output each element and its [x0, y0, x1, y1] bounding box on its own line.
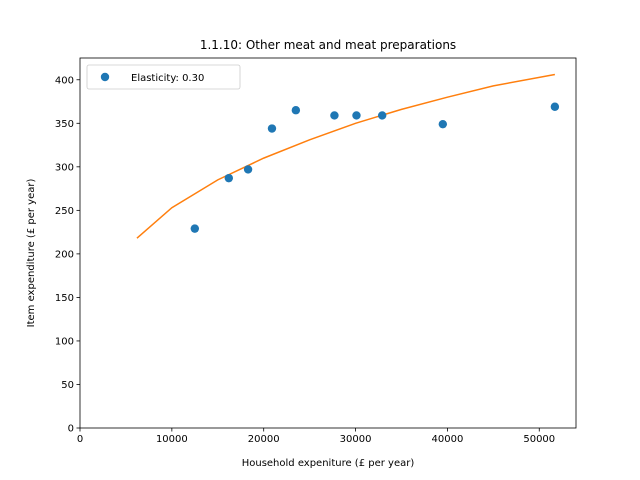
y-tick-label: 400: [55, 75, 74, 86]
legend-label: Elasticity: 0.30: [131, 73, 204, 84]
x-axis-label: Household expeniture (£ per year): [242, 458, 415, 469]
axes-background: [80, 58, 576, 428]
y-tick-label: 0: [68, 424, 74, 435]
y-tick-label: 250: [55, 206, 74, 217]
x-tick-label: 30000: [340, 434, 372, 445]
x-tick-label: 0: [77, 434, 83, 445]
legend-marker: [100, 72, 110, 82]
y-tick-label: 100: [55, 336, 74, 347]
y-tick-label: 350: [55, 119, 74, 130]
data-point: [438, 119, 448, 129]
x-tick-label: 20000: [248, 434, 280, 445]
data-point: [330, 111, 339, 120]
data-point: [550, 102, 560, 111]
x-tick-label: 10000: [156, 434, 188, 445]
legend: Elasticity: 0.30: [86, 64, 241, 90]
data-point: [267, 124, 277, 133]
y-tick-label: 150: [55, 293, 74, 304]
chart-title: 1.1.10: Other meat and meat preparations: [200, 38, 456, 52]
y-axis-label: Item expenditure (£ per year): [26, 179, 37, 328]
data-point: [224, 173, 233, 183]
y-tick-label: 300: [55, 162, 74, 173]
data-point: [377, 111, 387, 120]
data-point: [352, 111, 361, 120]
x-tick-label: 40000: [432, 434, 464, 445]
data-point: [291, 106, 301, 115]
x-tick-label: 50000: [523, 434, 555, 445]
axes-frame: [79, 57, 577, 429]
data-point: [243, 165, 253, 174]
data-point: [190, 224, 200, 233]
axis-ticks: 0 10000 20000 30000 40000 50000 0 50 100 150 200 25…: [55, 75, 555, 445]
legend-frame: [86, 64, 241, 90]
plot-area: [79, 57, 577, 429]
y-tick-label: 50: [61, 380, 74, 391]
y-tick-label: 200: [55, 249, 74, 260]
fit-curve-line: [136, 73, 556, 239]
